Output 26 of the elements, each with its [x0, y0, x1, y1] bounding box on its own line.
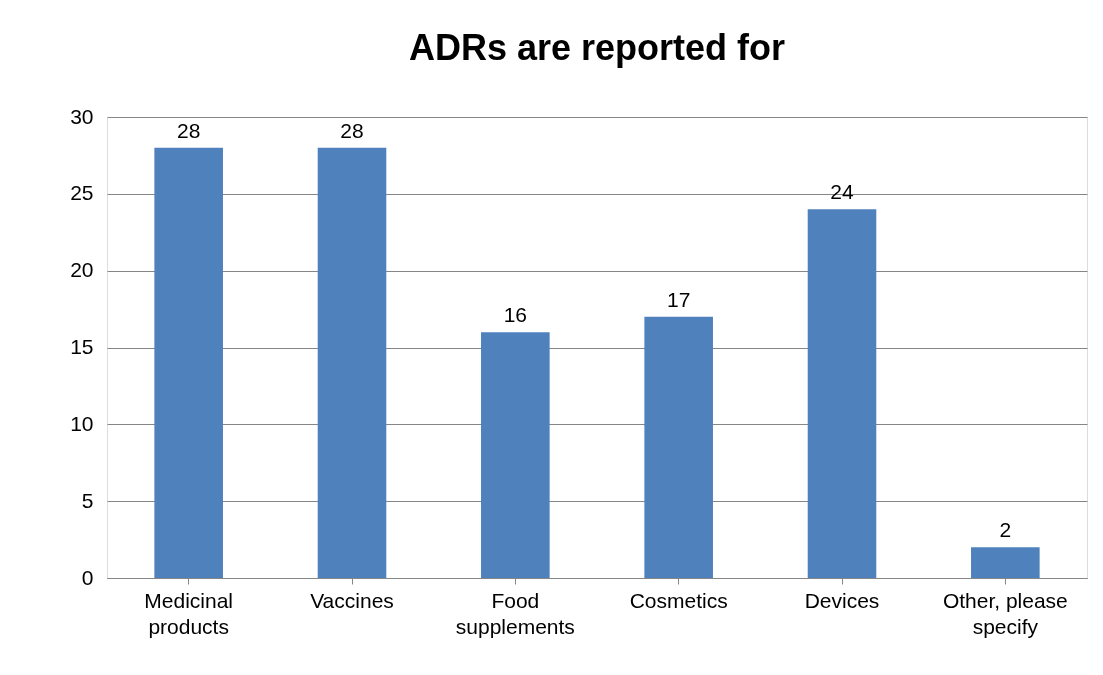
data-label: 2: [999, 518, 1012, 542]
x-tick-label: Devices: [804, 588, 880, 612]
bar: [154, 147, 223, 578]
x-tick-label: Other, please specify: [942, 588, 1068, 638]
bar: [317, 147, 387, 578]
bar: [481, 332, 550, 578]
bar: [644, 316, 713, 578]
x-tick-label: Medicinal products: [144, 588, 234, 638]
y-tick-label: 15: [70, 335, 94, 358]
y-tick-label: 5: [81, 488, 94, 512]
data-label: 28: [176, 118, 201, 142]
y-tick-label: 30: [70, 104, 94, 128]
data-label: 16: [503, 303, 528, 327]
y-tick-label: 25: [70, 181, 94, 205]
y-tick-label: 10: [70, 411, 94, 435]
y-tick-label: 0: [81, 565, 94, 589]
bar: [807, 209, 877, 578]
x-tick-label: Food supplements: [455, 588, 575, 638]
data-label: 17: [666, 287, 691, 311]
x-tick-label: Vaccines: [310, 588, 394, 612]
x-tick-label: Cosmetics: [629, 588, 728, 612]
y-tick-label: 20: [70, 258, 94, 282]
chart-title: ADRs are reported for: [408, 27, 786, 68]
data-label: 28: [340, 118, 364, 142]
bar: [971, 547, 1040, 578]
data-label: 24: [830, 180, 854, 204]
